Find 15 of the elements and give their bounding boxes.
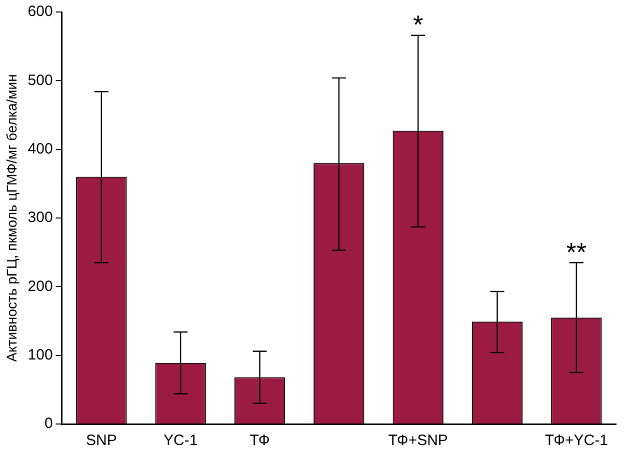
y-tick-label: 600	[28, 3, 53, 20]
y-tick-label: 400	[28, 140, 53, 158]
y-tick-label: 200	[28, 278, 53, 295]
x-tick-label: SNP	[86, 432, 117, 450]
x-tick-label: YC-1	[163, 432, 198, 450]
x-tick-label: ТФ	[250, 432, 270, 450]
y-tick-label: 100	[28, 346, 53, 364]
y-axis-title: Активность рГЦ, пкмоль цГМФ/мг белка/мин	[3, 74, 20, 362]
annotation: *	[413, 10, 424, 40]
x-tick-label: ТФ+SNP	[388, 432, 448, 450]
y-tick-label: 300	[28, 209, 53, 226]
y-tick-label: 500	[28, 72, 53, 89]
x-tick-label: ТФ+YC-1	[544, 432, 608, 450]
annotation: **	[566, 236, 587, 267]
y-tick-label: 0	[44, 415, 53, 432]
